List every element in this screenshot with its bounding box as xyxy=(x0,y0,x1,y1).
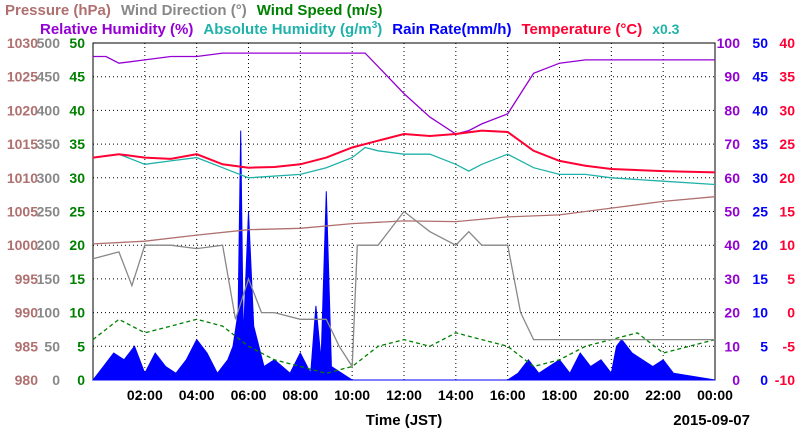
relative-humidity-tick-label: 10 xyxy=(724,338,740,354)
pressure-tick-label: 1030 xyxy=(7,35,38,51)
x-tick-label: 10:00 xyxy=(334,387,370,403)
series-temperature-c xyxy=(92,129,716,174)
rain-rate-tick-label: 40 xyxy=(752,102,768,118)
legend-temperature: Temperature (°C) xyxy=(521,21,642,38)
wind-direction-tick-label: 200 xyxy=(37,237,61,253)
relative-humidity-tick-label: 30 xyxy=(724,271,740,287)
x-tick-label: 00:00 xyxy=(697,387,733,403)
wind-direction-tick-label: 350 xyxy=(37,136,61,152)
wind-direction-tick-label: 50 xyxy=(44,338,60,354)
pressure-tick-label: 995 xyxy=(15,271,39,287)
relative-humidity-tick-label: 0 xyxy=(732,372,740,388)
temperature-tick-label: -10 xyxy=(775,372,795,388)
wind-speed-tick-label: 45 xyxy=(69,69,85,85)
wind-speed-tick-label: 40 xyxy=(69,102,85,118)
temperature-tick-label: 15 xyxy=(779,204,795,220)
wind-speed-tick-label: 20 xyxy=(69,237,85,253)
x-tick-label: 18:00 xyxy=(542,387,578,403)
pressure-tick-label: 1015 xyxy=(7,136,38,152)
series-wind-direction xyxy=(92,210,715,369)
x-tick-label: 02:00 xyxy=(127,387,163,403)
legend-pressure: Pressure (hPa) xyxy=(5,2,111,19)
rain-rate-tick-label: 15 xyxy=(752,271,768,287)
wind-speed-tick-label: 30 xyxy=(69,170,85,186)
series-absolute-humidity-g-m xyxy=(92,146,716,186)
wind-speed-tick-label: 0 xyxy=(77,372,85,388)
temperature-tick-label: -5 xyxy=(783,338,796,354)
relative-humidity-tick-label: 20 xyxy=(724,305,740,321)
wind-speed-tick-label: 50 xyxy=(69,35,85,51)
date-label: 2015-09-07 xyxy=(673,412,750,429)
legend-rain-rate: Rain Rate(mm/h) xyxy=(392,21,511,38)
temperature-tick-label: 35 xyxy=(779,69,795,85)
pressure-tick-label: 1005 xyxy=(7,204,38,220)
x-tick-label: 06:00 xyxy=(231,387,267,403)
pressure-tick-label: 1020 xyxy=(7,102,38,118)
series-relative-humidity xyxy=(93,52,715,135)
rain-rate-tick-label: 20 xyxy=(752,237,768,253)
temperature-tick-label: 5 xyxy=(787,271,795,287)
legend-relative-humidity: Relative Humidity (%) xyxy=(40,21,193,38)
temperature-tick-label: 30 xyxy=(779,102,795,118)
wind-speed-tick-label: 25 xyxy=(69,204,85,220)
pressure-tick-label: 985 xyxy=(15,338,39,354)
relative-humidity-tick-label: 90 xyxy=(724,69,740,85)
pressure-tick-label: 1025 xyxy=(7,69,38,85)
wind-speed-tick-label: 35 xyxy=(69,136,85,152)
temperature-tick-label: 20 xyxy=(779,170,795,186)
wind-speed-tick-label: 15 xyxy=(69,271,85,287)
pressure-tick-label: 1000 xyxy=(7,237,38,253)
rain-rate-tick-label: 30 xyxy=(752,170,768,186)
temperature-tick-label: 0 xyxy=(787,305,795,321)
pressure-tick-label: 990 xyxy=(15,305,39,321)
rain-rate-tick-label: 35 xyxy=(752,136,768,152)
pressure-tick-label: 980 xyxy=(15,372,39,388)
relative-humidity-tick-label: 70 xyxy=(724,136,740,152)
relative-humidity-tick-label: 50 xyxy=(724,204,740,220)
relative-humidity-tick-label: 80 xyxy=(724,102,740,118)
wind-direction-tick-label: 500 xyxy=(37,35,61,51)
series-pressure-hpa xyxy=(92,196,716,245)
series-group xyxy=(91,52,716,381)
rain-rate-tick-label: 50 xyxy=(752,35,768,51)
wind-speed-tick-label: 5 xyxy=(77,338,85,354)
rain-rate-tick-label: 0 xyxy=(760,372,768,388)
wind-direction-tick-label: 400 xyxy=(37,102,61,118)
relative-humidity-tick-label: 100 xyxy=(717,35,741,51)
x-tick-label: 20:00 xyxy=(593,387,629,403)
temperature-tick-label: 25 xyxy=(779,136,795,152)
x-tick-label: 22:00 xyxy=(645,387,681,403)
pressure-tick-label: 1010 xyxy=(7,170,38,186)
relative-humidity-tick-label: 60 xyxy=(724,170,740,186)
wind-direction-tick-label: 300 xyxy=(37,170,61,186)
legend-absolute-humidity: Absolute Humidity (g/m xyxy=(203,21,371,38)
rain-rate-tick-label: 10 xyxy=(752,305,768,321)
temperature-tick-label: 40 xyxy=(779,35,795,51)
series-rain-rate-mm-h xyxy=(91,130,716,381)
x-tick-label: 08:00 xyxy=(282,387,318,403)
legend-multiplier: x0.3 xyxy=(652,21,679,37)
wind-direction-tick-label: 450 xyxy=(37,69,61,85)
temperature-tick-label: 10 xyxy=(779,237,795,253)
rain-rate-tick-label: 25 xyxy=(752,204,768,220)
x-tick-label: 12:00 xyxy=(386,387,422,403)
legend-wind-direction: Wind Direction (°) xyxy=(121,2,247,19)
rain-rate-tick-label: 45 xyxy=(752,69,768,85)
wind-speed-tick-label: 10 xyxy=(69,305,85,321)
x-tick-label: 14:00 xyxy=(438,387,474,403)
relative-humidity-tick-label: 40 xyxy=(724,237,740,253)
legend-absolute-humidity-close: ) xyxy=(377,21,382,38)
x-tick-label: 16:00 xyxy=(490,387,526,403)
wind-direction-tick-label: 150 xyxy=(37,271,61,287)
x-axis-title: Time (JST) xyxy=(366,412,442,429)
wind-direction-tick-label: 250 xyxy=(37,204,61,220)
rain-rate-tick-label: 5 xyxy=(760,338,768,354)
legend-wind-speed: Wind Speed (m/s) xyxy=(257,2,383,19)
x-tick-label: 04:00 xyxy=(179,387,215,403)
legend-absolute-humidity-sup: 3 xyxy=(372,20,378,31)
wind-direction-tick-label: 100 xyxy=(37,305,61,321)
wind-direction-tick-label: 0 xyxy=(52,372,60,388)
